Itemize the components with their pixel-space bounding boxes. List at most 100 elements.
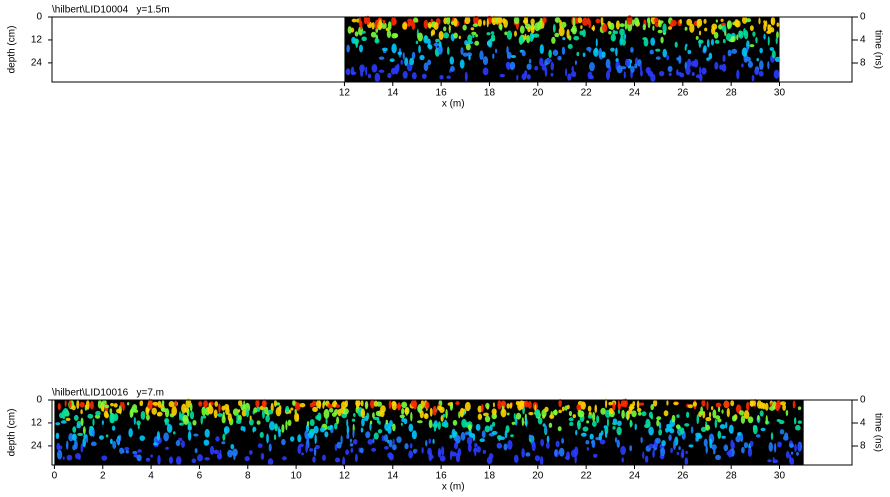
radar-blob [716, 403, 722, 408]
radar-blob [447, 47, 450, 55]
radar-blob [415, 449, 417, 453]
radar-blob [616, 20, 620, 29]
x-tick-label: 12 [339, 471, 351, 482]
y2-tick-label: 8 [860, 58, 866, 69]
radar-blob [586, 47, 591, 51]
radar-blob [491, 31, 494, 34]
radar-blob [439, 41, 442, 47]
radar-blob [201, 416, 203, 425]
radar-blob [417, 32, 423, 41]
radar-blob [485, 416, 490, 422]
radar-blob [187, 408, 190, 417]
radar-blob [685, 451, 687, 454]
radar-blob [169, 456, 173, 464]
y2-tick-label: 0 [860, 395, 866, 406]
radar-blob [465, 16, 471, 24]
radar-blob [92, 430, 95, 437]
radar-blob [650, 74, 655, 82]
radar-blob [490, 38, 495, 41]
radar-blob [583, 53, 586, 57]
radar-blob [403, 71, 408, 79]
radar-blob [581, 433, 587, 437]
radar-blob [529, 59, 532, 64]
radar-blob [756, 434, 761, 437]
radar-blob [562, 37, 565, 40]
radar-blob [648, 422, 650, 427]
radar-blob [527, 74, 531, 79]
radar-blob [632, 401, 635, 406]
radar-blob [410, 412, 412, 422]
radar-blob [594, 405, 597, 414]
radar-blob [617, 420, 622, 426]
radar-blob [585, 440, 589, 444]
radar-blob [507, 52, 512, 59]
radar-blob [366, 413, 369, 420]
radar-blob [545, 426, 548, 434]
radar-blob [771, 432, 773, 440]
radar-blob [268, 458, 273, 465]
radar-blob [608, 31, 611, 35]
radar-blob [621, 410, 625, 419]
radar-blob [604, 425, 608, 429]
radar-blob [516, 413, 521, 420]
radar-blob [203, 400, 208, 407]
y-tick-label: 24 [31, 441, 43, 452]
radar-blob [221, 441, 225, 444]
radar-blob [706, 57, 710, 61]
radar-blob [365, 66, 367, 75]
radar-blob [104, 411, 108, 418]
radar-blob [387, 73, 391, 78]
radar-blob [190, 411, 194, 419]
radar-blob [152, 402, 158, 406]
radar-blob [455, 435, 461, 444]
radar-blob [87, 414, 93, 419]
radar-blob [134, 417, 136, 425]
x-tick-label: 4 [148, 471, 154, 482]
radar-blob [634, 64, 637, 69]
radar-blob [140, 400, 143, 406]
radar-blob [548, 49, 552, 58]
radar-blob [558, 410, 562, 414]
radar-blob [227, 450, 233, 458]
radar-blob [452, 429, 456, 439]
radar-blob [767, 459, 771, 462]
radar-blob [61, 420, 67, 424]
radar-blob [492, 431, 498, 435]
radar-blob [253, 427, 257, 432]
radar-blob [432, 29, 436, 35]
radar-blob [514, 17, 520, 24]
radar-blob [497, 443, 502, 448]
x-tick-label: 30 [774, 471, 786, 482]
radar-blob [707, 39, 710, 48]
radar-blob [610, 48, 615, 52]
radar-blob [315, 445, 320, 449]
radar-blob [258, 443, 263, 448]
radar-blob [421, 400, 425, 409]
radar-blob [486, 32, 490, 35]
radar-blob [562, 47, 565, 55]
radar-blob [786, 451, 790, 459]
radar-blob [637, 408, 642, 412]
radar-blob [346, 45, 349, 53]
radar-blob [355, 454, 358, 463]
radar-blob [299, 444, 304, 447]
radar-blob [485, 426, 490, 433]
radar-blob [391, 43, 396, 53]
radar-blob [540, 439, 544, 446]
radar-blob [640, 437, 642, 443]
radar-blob [67, 455, 73, 461]
radar-blob [575, 60, 577, 65]
radar-blob [473, 433, 476, 441]
radar-blob [360, 447, 364, 453]
radar-blob [751, 400, 755, 406]
radar-blob [746, 18, 751, 22]
radar-blob [750, 441, 754, 447]
radar-blob [649, 412, 653, 419]
radar-blob [372, 438, 374, 443]
radar-blob [82, 438, 86, 447]
radar-blob [528, 412, 533, 415]
radar-blob [285, 406, 289, 413]
radar-blob [619, 23, 624, 27]
radar-blob [557, 56, 561, 61]
radar-blob [113, 403, 117, 407]
